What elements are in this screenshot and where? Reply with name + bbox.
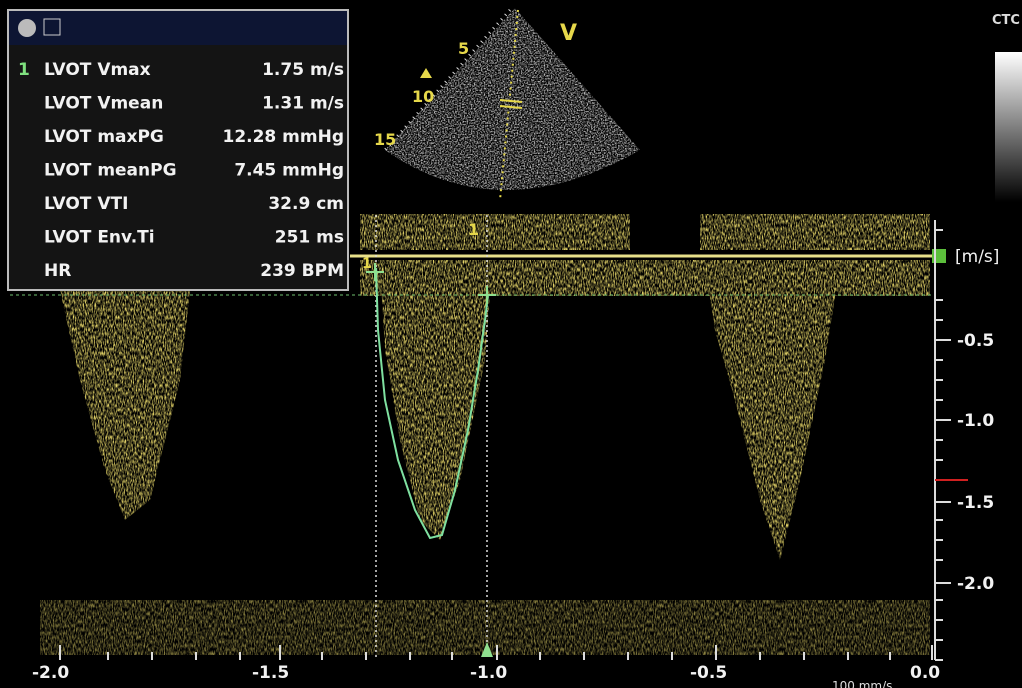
time-tick-label: -1.0 <box>470 663 507 683</box>
velocity-tick-label: -2.0 <box>957 574 994 594</box>
velocity-tick-label: -1.0 <box>957 411 994 431</box>
velocity-axis <box>935 220 951 660</box>
time-tick-label: 0.0 <box>910 663 940 683</box>
depth-label: 10 <box>412 87 434 106</box>
measurement-value: 7.45 mmHg <box>234 161 344 181</box>
depth-label: 15 <box>374 130 396 149</box>
time-tick-label: -0.5 <box>690 663 727 683</box>
measurement-value: 1.31 m/s <box>262 94 344 114</box>
panel-icon[interactable] <box>18 19 36 37</box>
depth-label: 5 <box>458 39 469 58</box>
unit-label: [m/s] <box>955 247 999 267</box>
grayscale-label: CTC <box>992 13 1020 28</box>
focus-marker <box>420 68 432 78</box>
velocity-tick-label: -0.5 <box>957 331 994 351</box>
measurement-value: 32.9 cm <box>268 194 344 214</box>
measurement-label: LVOT Vmean <box>44 94 163 114</box>
cursor-label: 1 <box>468 220 479 239</box>
measurement-label: LVOT Env.Ti <box>44 228 155 248</box>
measurement-label: HR <box>44 261 71 281</box>
ultrasound-screen: V 5 10 15 CTC 1 1 [m/s] -0.5 -1.0 -1.5 -… <box>0 0 1022 688</box>
measurement-value: 239 BPM <box>260 261 344 281</box>
measurement-value: 251 ms <box>275 228 344 248</box>
view-label: V <box>560 21 577 46</box>
measurement-label: LVOT VTI <box>44 194 128 214</box>
row-marker: 1 <box>18 60 30 80</box>
measurement-label: LVOT Vmax <box>44 60 151 80</box>
grayscale-bar <box>995 52 1022 202</box>
measurement-label: LVOT meanPG <box>44 161 177 181</box>
measurement-label: LVOT maxPG <box>44 127 164 147</box>
measurement-value: 12.28 mmHg <box>222 127 344 147</box>
trace-label: 1 <box>362 256 372 272</box>
time-tick-label: -1.5 <box>252 663 289 683</box>
sweep-speed: 100 mm/s <box>832 679 892 688</box>
measurement-value: 1.75 m/s <box>262 60 344 80</box>
measurement-panel <box>8 10 348 290</box>
velocity-tick-label: -1.5 <box>957 493 994 513</box>
time-tick-label: -2.0 <box>32 663 69 683</box>
